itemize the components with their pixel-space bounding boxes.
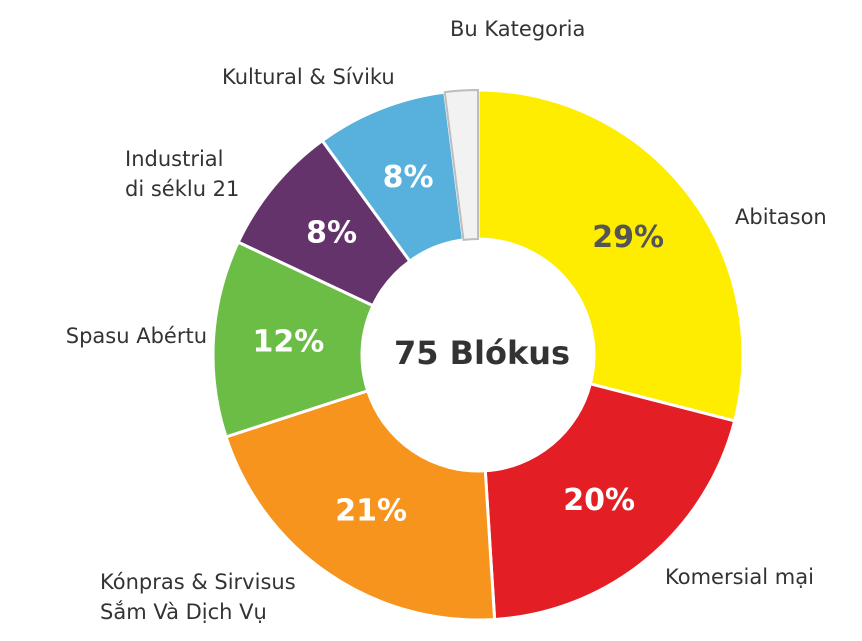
center-label: 75 Blókus — [394, 334, 570, 372]
value-label: 8% — [383, 160, 434, 195]
value-label: 29% — [592, 220, 664, 255]
donut-slice — [483, 382, 737, 622]
donut-slice — [476, 88, 745, 423]
value-label: 8% — [306, 215, 357, 250]
category-label: Industrial di séklu 21 — [125, 147, 240, 201]
category-label: Abitason — [735, 205, 827, 229]
category-label: Bu Kategoria — [450, 17, 586, 41]
donut-slice — [224, 388, 497, 622]
value-label: 20% — [563, 483, 635, 518]
value-labels: 29% 20% 21% 12% 8% 8% — [252, 160, 664, 529]
category-label: Spasu Abértu — [65, 324, 207, 348]
donut-slice — [211, 240, 376, 439]
category-label: Kultural & Síviku — [222, 65, 395, 89]
value-label: 21% — [335, 494, 407, 529]
donut-slice — [443, 88, 479, 242]
category-label: Kónpras & Sirvisus Sắm Và Dịch Vụ — [100, 570, 296, 624]
value-label: 12% — [252, 325, 324, 360]
category-label: Komersial mại — [665, 565, 814, 589]
